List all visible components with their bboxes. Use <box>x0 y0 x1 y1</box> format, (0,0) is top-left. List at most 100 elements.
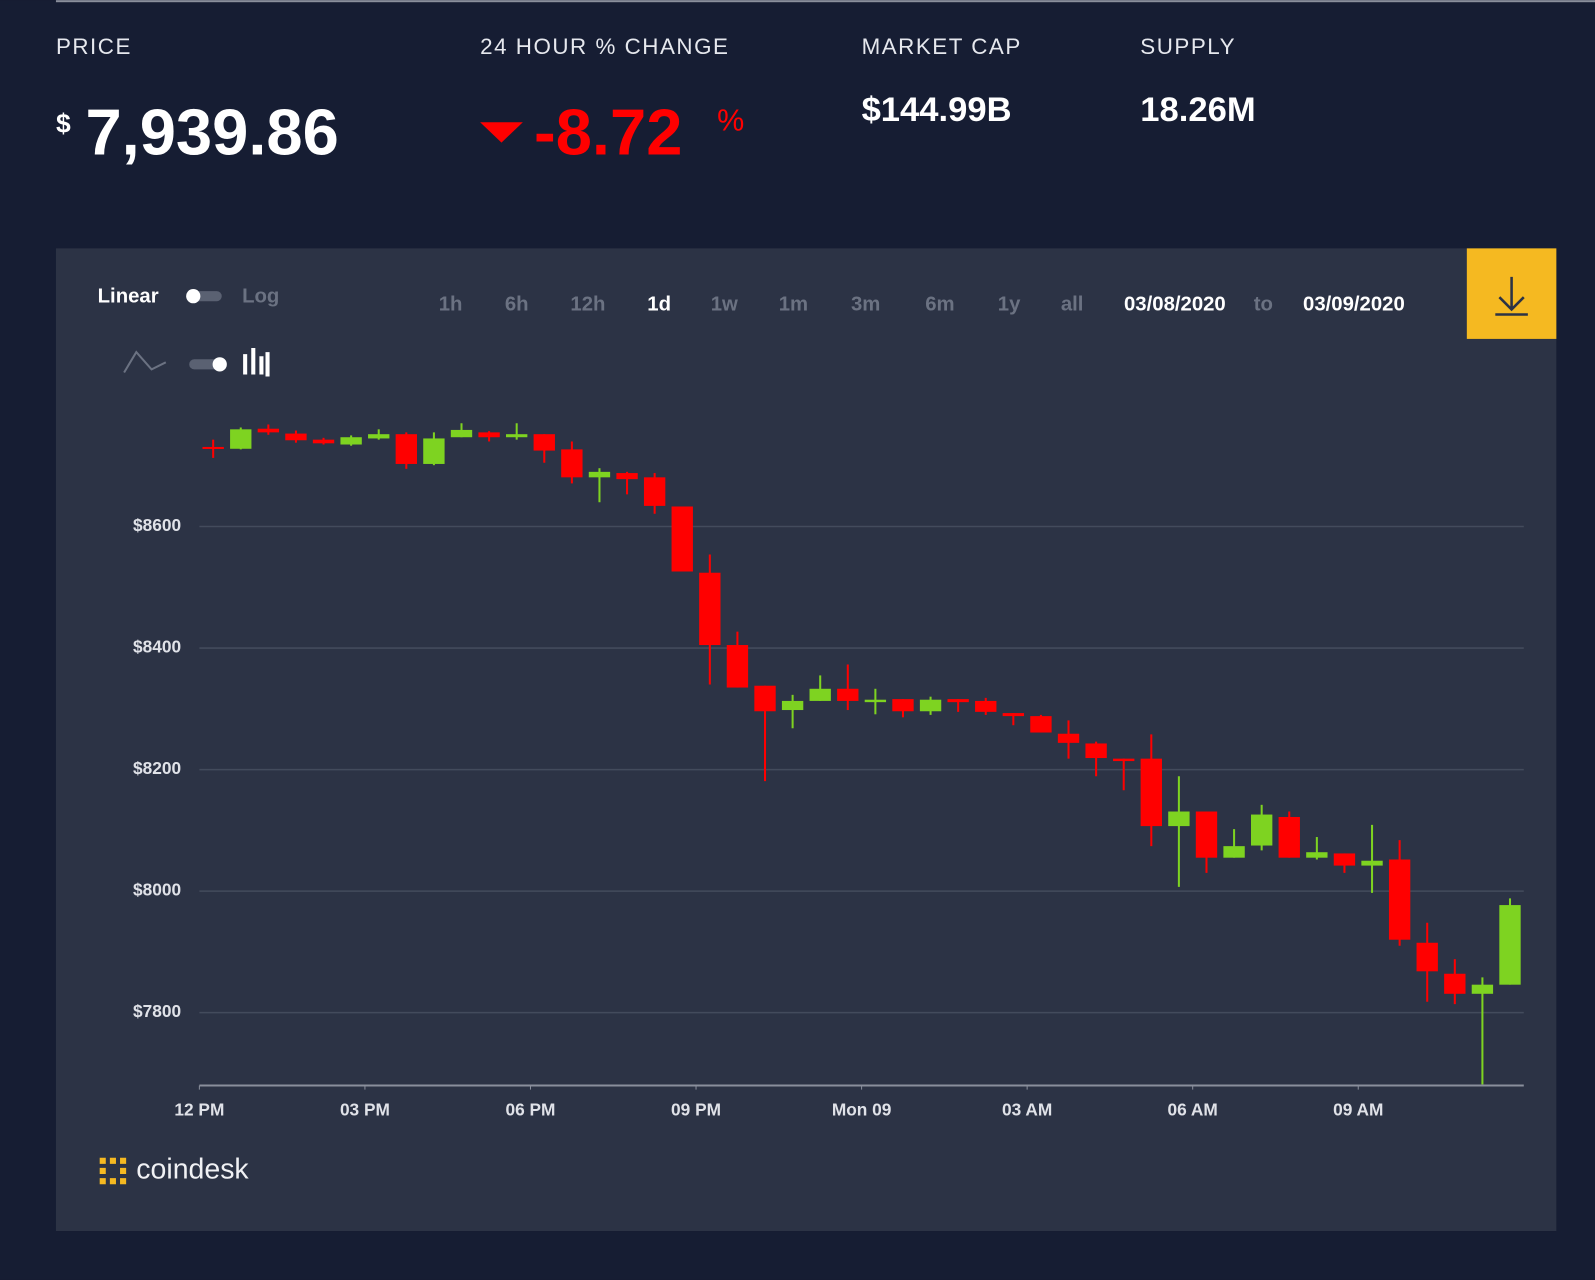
candle-body <box>202 446 224 449</box>
brand-icon <box>99 1157 127 1185</box>
date-sep: to <box>1254 294 1273 316</box>
scale-linear[interactable]: Linear <box>98 286 159 308</box>
down-arrow <box>480 122 523 143</box>
y-tick-label: $8000 <box>133 880 181 900</box>
range-button[interactable]: 3m <box>851 294 880 316</box>
candle-body <box>1306 852 1328 858</box>
range-button[interactable]: 6h <box>505 294 529 316</box>
range-button[interactable]: 6m <box>925 294 954 316</box>
candle-body <box>1085 743 1107 759</box>
download-icon[interactable] <box>1495 276 1528 316</box>
candle-body <box>1223 846 1245 858</box>
scale-toggle-knob[interactable] <box>186 289 201 304</box>
change-unit: % <box>717 103 744 137</box>
candle-body <box>395 434 417 464</box>
top-rule <box>55 0 1595 3</box>
y-tick-label: $8200 <box>133 758 181 778</box>
candle-body <box>1113 758 1135 762</box>
candle-body <box>1333 853 1356 866</box>
candle-body <box>1499 905 1521 985</box>
chart-panel <box>55 248 1557 1232</box>
range-button[interactable]: 1d <box>647 294 671 316</box>
price-label: PRICE <box>56 34 132 59</box>
candle-body <box>837 688 859 701</box>
x-tick-label: 06 PM <box>506 1100 556 1120</box>
brand-name: coindesk <box>136 1154 249 1186</box>
range-button[interactable]: 1m <box>779 294 808 316</box>
x-tick-label: 06 AM <box>1168 1100 1218 1120</box>
x-tick-label: 09 PM <box>671 1100 721 1120</box>
candle-body <box>368 434 390 439</box>
market-cap-value: $144.99B <box>862 91 1012 129</box>
plot: $7800 $8000 $8200 $8400 $8600 12 PM 03 PM 06 PM… <box>133 423 1524 1120</box>
range-button[interactable]: 12h <box>570 294 605 316</box>
candle-body <box>533 434 555 451</box>
line-icon[interactable] <box>123 350 167 373</box>
price-currency: $ <box>56 108 71 138</box>
y-tick-label: $7800 <box>133 1001 181 1021</box>
candle-body <box>1168 811 1190 827</box>
candle-body <box>947 699 969 703</box>
chart-type-knob[interactable] <box>212 357 227 372</box>
date-from[interactable]: 03/08/2020 <box>1124 294 1226 316</box>
date-to[interactable]: 03/09/2020 <box>1303 294 1405 316</box>
candle-body <box>1278 816 1300 858</box>
candle-body <box>919 699 942 712</box>
y-tick-label: $8600 <box>133 515 181 535</box>
candle-body <box>809 688 831 701</box>
candle-body <box>561 449 583 478</box>
candle-body <box>754 685 776 712</box>
range-button[interactable]: 1w <box>711 294 738 316</box>
market-cap-label: MARKET CAP <box>862 34 1022 59</box>
x-tick-label: 03 AM <box>1002 1100 1052 1120</box>
download-button[interactable] <box>1466 248 1557 339</box>
candle-body <box>312 439 335 444</box>
x-tick-label: 03 PM <box>340 1100 390 1120</box>
candle-body <box>506 434 528 438</box>
range-button[interactable]: all <box>1061 294 1084 316</box>
candle-body <box>450 429 473 438</box>
candle-body <box>478 432 500 438</box>
change-value: -8.72 <box>534 96 682 169</box>
candle-body <box>726 645 749 688</box>
brand-logo <box>99 1157 127 1185</box>
candle-body <box>1250 814 1273 846</box>
candle-icon[interactable] <box>243 348 270 377</box>
candle-body <box>588 471 611 478</box>
candle-body <box>699 572 721 646</box>
candle-body <box>1030 716 1052 733</box>
candle-body <box>1002 713 1025 717</box>
candle-body <box>1195 811 1218 858</box>
candle-body <box>285 433 307 441</box>
scale-log[interactable]: Log <box>242 286 279 308</box>
x-tick-label: 12 PM <box>174 1100 224 1120</box>
y-tick-label: $8400 <box>133 637 181 657</box>
candle-body <box>423 438 445 464</box>
supply-label: SUPPLY <box>1140 34 1236 59</box>
candle-body <box>975 700 997 712</box>
candle-body <box>616 473 638 480</box>
x-tick-label: 09 AM <box>1333 1100 1383 1120</box>
candle-body <box>1471 984 1494 994</box>
candle-body <box>643 477 666 506</box>
candle-body <box>1416 942 1438 972</box>
candle-body <box>340 437 362 445</box>
candle-body <box>257 428 280 433</box>
change-label: 24 HOUR % CHANGE <box>480 34 729 59</box>
candle-body <box>1140 758 1162 827</box>
price-value: 7,939.86 <box>85 96 338 169</box>
range-button[interactable]: 1y <box>998 294 1021 316</box>
candle-body <box>1444 973 1466 994</box>
candle-body <box>230 429 252 449</box>
x-tick-label: Mon 09 <box>832 1100 892 1120</box>
candle-body <box>1361 860 1383 866</box>
candle-body <box>1057 733 1080 743</box>
range-button[interactable]: 1h <box>439 294 463 316</box>
candle-body <box>671 506 693 572</box>
supply-value: 18.26M <box>1140 91 1255 129</box>
candle-body <box>1388 859 1411 940</box>
candle-body <box>864 699 887 703</box>
candle-body <box>892 699 914 712</box>
